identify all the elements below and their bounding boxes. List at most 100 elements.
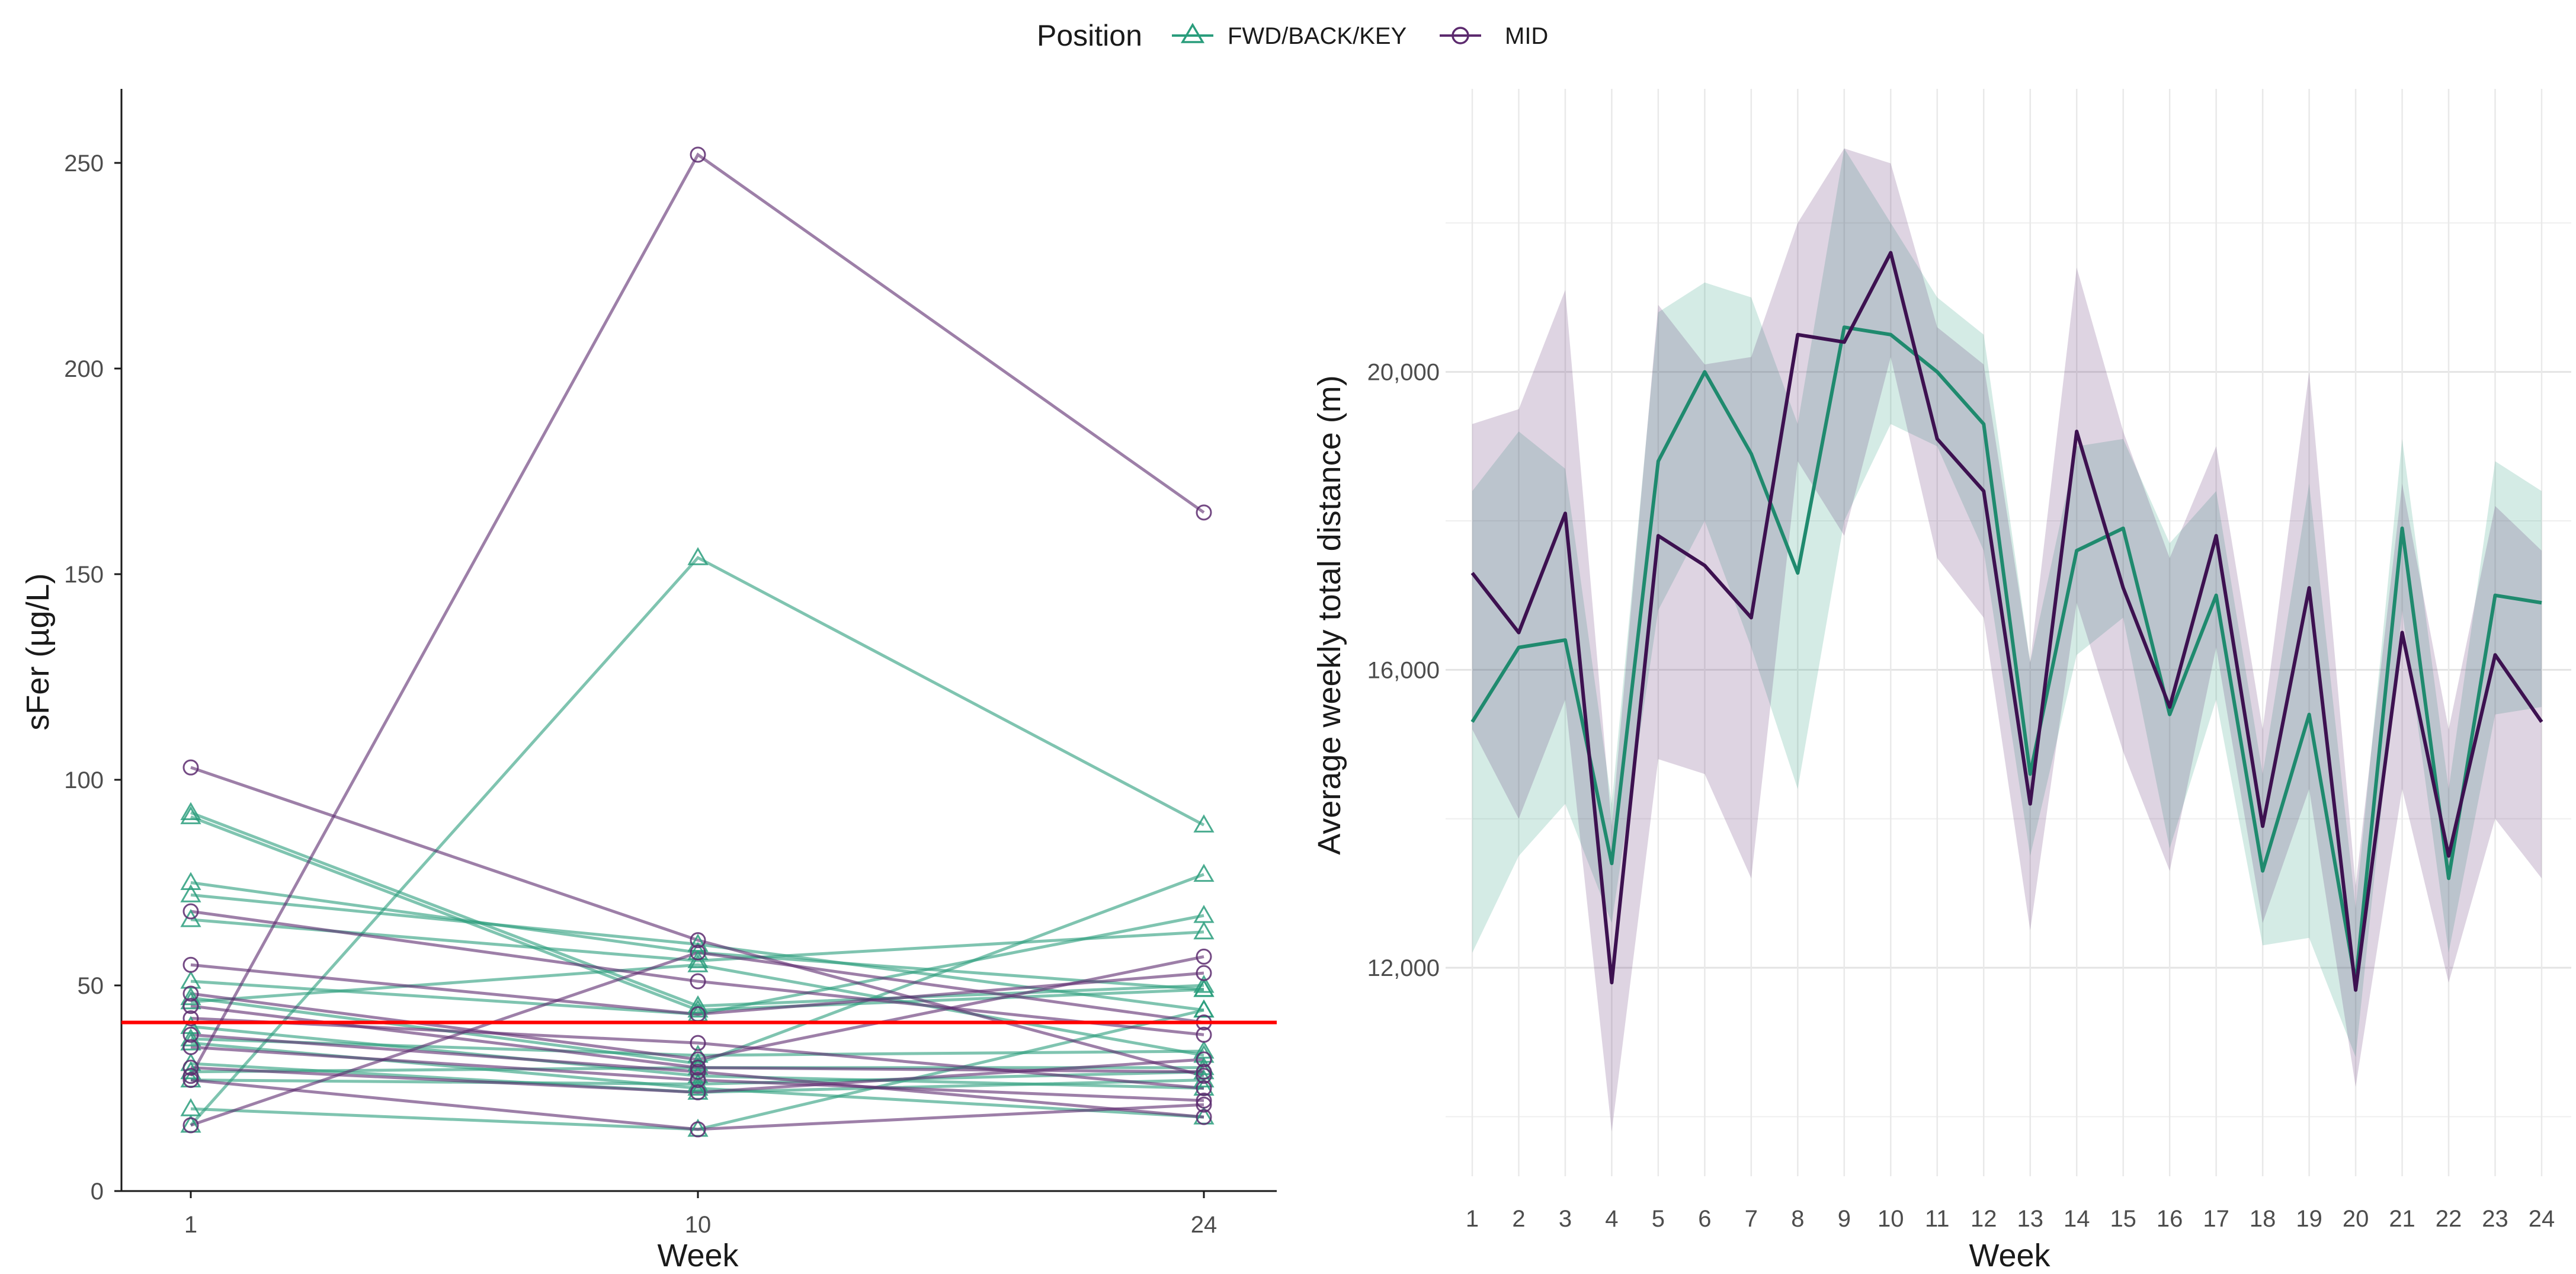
sfer-point-circle bbox=[690, 1064, 706, 1080]
sfer-series-line-mid bbox=[190, 1033, 1204, 1119]
distance-x-ticks: 1 2 3 4 5 6 7 8 9 10 11 12 13 14 15 16 17 18 19 20 21 22 23 24 bbox=[1466, 1206, 2555, 1232]
distance-x-tick-label: 5 bbox=[1652, 1206, 1665, 1232]
sfer-series-line-mid bbox=[190, 963, 1204, 1016]
distance-x-tick-label: 10 bbox=[1877, 1206, 1904, 1232]
distance-x-tick-label: 17 bbox=[2203, 1206, 2229, 1232]
sfer-point-circle bbox=[182, 956, 199, 973]
sfer-point-triangle bbox=[180, 1028, 201, 1046]
distance-x-tick-label: 18 bbox=[2250, 1206, 2276, 1232]
sfer-x-ticks: 1 10 24 bbox=[184, 1191, 1217, 1238]
distance-y-ticks: 12,000 16,000 20,000 bbox=[1367, 360, 1440, 981]
sfer-point-triangle bbox=[687, 954, 709, 972]
distance-y-axis-title: Average weekly total distance (m) bbox=[1312, 375, 1347, 854]
distance-x-tick-label: 3 bbox=[1559, 1206, 1572, 1232]
distance-y-tick-label: 16,000 bbox=[1367, 657, 1440, 683]
sfer-y-tick-label: 150 bbox=[64, 562, 104, 588]
distance-x-tick-label: 4 bbox=[1605, 1206, 1618, 1232]
sfer-point-triangle bbox=[180, 987, 201, 1006]
legend: Position FWD/BACK/KEY MID bbox=[1037, 19, 1548, 52]
sfer-point-triangle bbox=[1193, 814, 1215, 833]
distance-x-tick-label: 12 bbox=[1971, 1206, 1997, 1232]
legend-title: Position bbox=[1037, 19, 1142, 52]
sfer-point-triangle bbox=[1193, 999, 1215, 1018]
sfer-series-line-mid bbox=[190, 1078, 1204, 1131]
sfer-series-line-mid bbox=[190, 910, 1204, 1036]
legend-mid-label: MID bbox=[1505, 23, 1548, 49]
sfer-series-line-fwd bbox=[190, 815, 1204, 1012]
sfer-series-line-mid bbox=[190, 766, 1204, 1078]
sfer-point-circle bbox=[182, 1010, 199, 1027]
sfer-point-circle bbox=[182, 1072, 199, 1089]
distance-x-tick-label: 15 bbox=[2110, 1206, 2136, 1232]
distance-mean-line-fwd bbox=[1470, 325, 2542, 985]
distance-mean-line-mid bbox=[1470, 251, 2543, 992]
distance-mean-lines bbox=[1470, 251, 2543, 992]
sfer-x-tick-label: 24 bbox=[1191, 1212, 1217, 1238]
sfer-y-tick-label: 250 bbox=[64, 151, 104, 177]
distance-x-tick-label: 2 bbox=[1512, 1206, 1525, 1232]
legend-entry-fwd: FWD/BACK/KEY bbox=[1172, 23, 1406, 49]
sfer-point-circle bbox=[690, 1051, 706, 1068]
distance-y-tick-label: 12,000 bbox=[1367, 955, 1440, 981]
sfer-point-circle bbox=[690, 944, 706, 961]
sfer-point-triangle bbox=[687, 547, 709, 565]
sfer-point-circle bbox=[690, 1072, 706, 1089]
distance-x-tick-label: 1 bbox=[1466, 1206, 1479, 1232]
sfer-point-circle bbox=[1196, 1051, 1212, 1068]
sfer-point-triangle bbox=[180, 971, 201, 989]
sfer-point-circle bbox=[182, 1039, 199, 1055]
sfer-point-circle bbox=[690, 1035, 706, 1051]
sfer-point-circle bbox=[182, 998, 199, 1014]
sfer-x-tick-label: 1 bbox=[184, 1212, 197, 1238]
sfer-point-circle bbox=[1196, 1092, 1212, 1109]
distance-x-tick-label: 8 bbox=[1791, 1206, 1804, 1232]
sfer-point-circle bbox=[1196, 965, 1212, 981]
sfer-point-triangle bbox=[1193, 863, 1215, 882]
sfer-point-circle bbox=[690, 146, 706, 163]
sfer-point-triangle bbox=[180, 884, 201, 902]
distance-x-tick-label: 24 bbox=[2529, 1206, 2555, 1232]
legend-entry-mid: MID bbox=[1440, 23, 1548, 49]
distance-x-tick-label: 11 bbox=[1925, 1206, 1950, 1232]
distance-x-tick-label: 7 bbox=[1745, 1206, 1758, 1232]
distance-x-tick-label: 16 bbox=[2157, 1206, 2183, 1232]
sfer-axes bbox=[120, 89, 1277, 1192]
sfer-point-circle bbox=[1196, 1109, 1212, 1125]
sfer-point-circle bbox=[1196, 1068, 1212, 1084]
sfer-y-tick-label: 0 bbox=[91, 1179, 104, 1205]
distance-x-tick-label: 9 bbox=[1838, 1206, 1851, 1232]
sfer-series-line-fwd bbox=[190, 963, 1204, 1057]
sfer-series-line-fwd bbox=[190, 873, 1204, 1065]
distance-x-tick-label: 21 bbox=[2389, 1206, 2415, 1232]
distance-x-tick-label: 23 bbox=[2482, 1206, 2508, 1232]
sfer-point-circle bbox=[1196, 1096, 1212, 1113]
legend-fwd-triangle-icon bbox=[1180, 23, 1205, 43]
sfer-point-circle bbox=[182, 1068, 199, 1084]
sfer-point-circle bbox=[182, 903, 199, 920]
sfer-point-circle bbox=[182, 985, 199, 1002]
sfer-point-circle bbox=[690, 1084, 706, 1100]
sfer-point-circle bbox=[1196, 948, 1212, 965]
sfer-y-ticks: 0 50 100 150 200 250 bbox=[64, 151, 121, 1205]
sfer-point-circle bbox=[690, 932, 706, 949]
sfer-series-lines bbox=[189, 152, 1205, 1131]
sfer-point-circle bbox=[1196, 1026, 1212, 1043]
sfer-point-triangle bbox=[180, 1016, 201, 1034]
sfer-y-tick-label: 50 bbox=[78, 973, 104, 999]
sfer-point-circle bbox=[1196, 504, 1212, 521]
sfer-point-triangle bbox=[687, 950, 709, 968]
distance-x-tick-label: 20 bbox=[2343, 1206, 2369, 1232]
sfer-point-circle bbox=[690, 1059, 706, 1076]
sfer-point-triangle bbox=[1193, 974, 1215, 993]
sfer-point-circle bbox=[182, 1117, 199, 1134]
sfer-point-triangle bbox=[180, 872, 201, 890]
sfer-point-circle bbox=[690, 973, 706, 990]
sfer-y-tick-label: 200 bbox=[64, 356, 104, 382]
sfer-x-axis-title: Week bbox=[657, 1238, 739, 1273]
distance-y-tick-label: 20,000 bbox=[1367, 360, 1440, 386]
sfer-point-triangle bbox=[1193, 1069, 1215, 1088]
sfer-y-axis-title: sFer (µg/L) bbox=[20, 573, 56, 730]
legend-fwd-label: FWD/BACK/KEY bbox=[1228, 23, 1406, 49]
